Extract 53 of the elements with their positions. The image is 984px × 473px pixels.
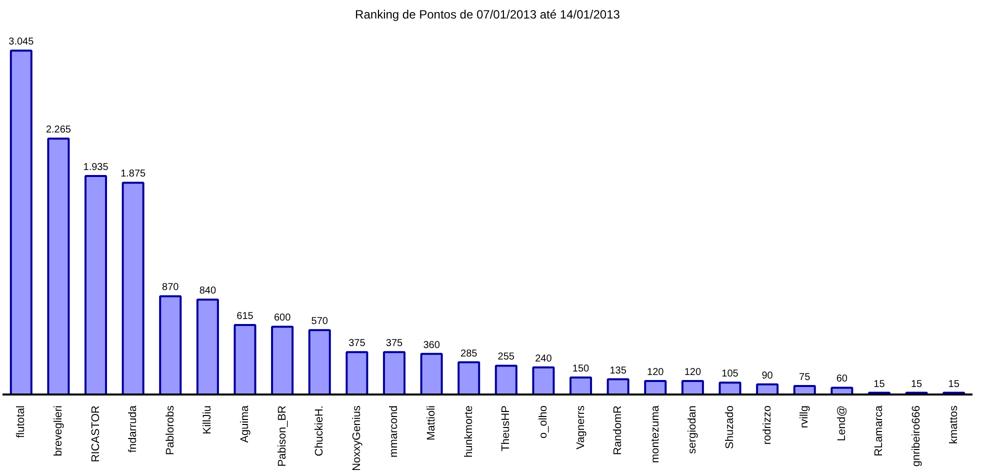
data-label: 255 bbox=[498, 352, 515, 363]
x-tick-label: sergiodan bbox=[686, 405, 699, 454]
x-tick-label: mmarcond bbox=[388, 405, 400, 458]
x-tick-label: Aguima bbox=[239, 404, 251, 443]
x-tick-label: breveglieri bbox=[52, 405, 64, 456]
x-tick-label: Lend@ bbox=[836, 405, 848, 442]
x-tick-label: Shuzado bbox=[724, 405, 736, 449]
data-label: 60 bbox=[836, 374, 848, 385]
data-label: 1.935 bbox=[83, 162, 109, 173]
x-tick-label: Vagnerrs bbox=[574, 405, 587, 450]
x-tick-label: gnribeiro666 bbox=[910, 406, 923, 467]
data-label: 90 bbox=[762, 370, 774, 382]
x-tick-label: RICASTOR bbox=[90, 405, 102, 462]
x-tick-label: rvillg bbox=[798, 405, 811, 428]
chart-title: Ranking de Pontos de 07/01/2013 até 14/01/2013 bbox=[355, 8, 620, 22]
x-tick-label: hunkmorte bbox=[462, 405, 475, 458]
x-tick-label: KillJiu bbox=[202, 405, 214, 434]
data-label: 3.045 bbox=[8, 36, 34, 48]
data-label: 570 bbox=[311, 316, 328, 328]
data-label: 285 bbox=[460, 348, 478, 360]
x-tick-label: kmattos bbox=[948, 405, 960, 444]
data-label: 375 bbox=[386, 338, 404, 350]
x-tick-label: montezuma bbox=[649, 404, 662, 463]
x-tick-label: RandomR bbox=[612, 405, 624, 456]
data-label: 2.265 bbox=[46, 124, 72, 136]
x-tick-label: Pablorobs bbox=[164, 405, 176, 456]
data-label: 870 bbox=[162, 282, 180, 294]
data-label: 15 bbox=[910, 378, 923, 390]
data-label: 105 bbox=[722, 368, 739, 380]
x-tick-label: RLamarca bbox=[873, 404, 886, 456]
data-label: 15 bbox=[874, 378, 886, 390]
x-tick-label: TheusHP bbox=[500, 405, 512, 452]
data-label: 840 bbox=[199, 286, 216, 297]
x-tick-label: ChuckieH. bbox=[314, 405, 326, 456]
x-tick-label: Mattioli bbox=[426, 406, 438, 440]
data-label: 1.875 bbox=[120, 168, 146, 180]
data-label: 615 bbox=[236, 311, 254, 322]
x-tick-label: NoxxyGenius bbox=[350, 405, 363, 471]
data-label: 375 bbox=[348, 338, 366, 350]
data-label: 150 bbox=[572, 364, 590, 375]
data-label: 600 bbox=[274, 312, 292, 324]
x-tick-label: fndarruda bbox=[127, 404, 140, 453]
x-tick-label: flutotal bbox=[15, 405, 28, 438]
data-label: 240 bbox=[535, 353, 552, 364]
x-tick-label: o_olho bbox=[537, 405, 550, 439]
x-tick-label: rodrizzo bbox=[761, 406, 774, 445]
x-tick-label: Pabison_BR bbox=[276, 405, 288, 467]
data-label: 120 bbox=[647, 366, 664, 378]
data-label: 15 bbox=[948, 378, 960, 390]
data-label: 360 bbox=[423, 340, 440, 351]
data-label: 75 bbox=[799, 372, 811, 384]
data-label: 135 bbox=[610, 365, 627, 376]
data-label: 120 bbox=[684, 366, 702, 378]
